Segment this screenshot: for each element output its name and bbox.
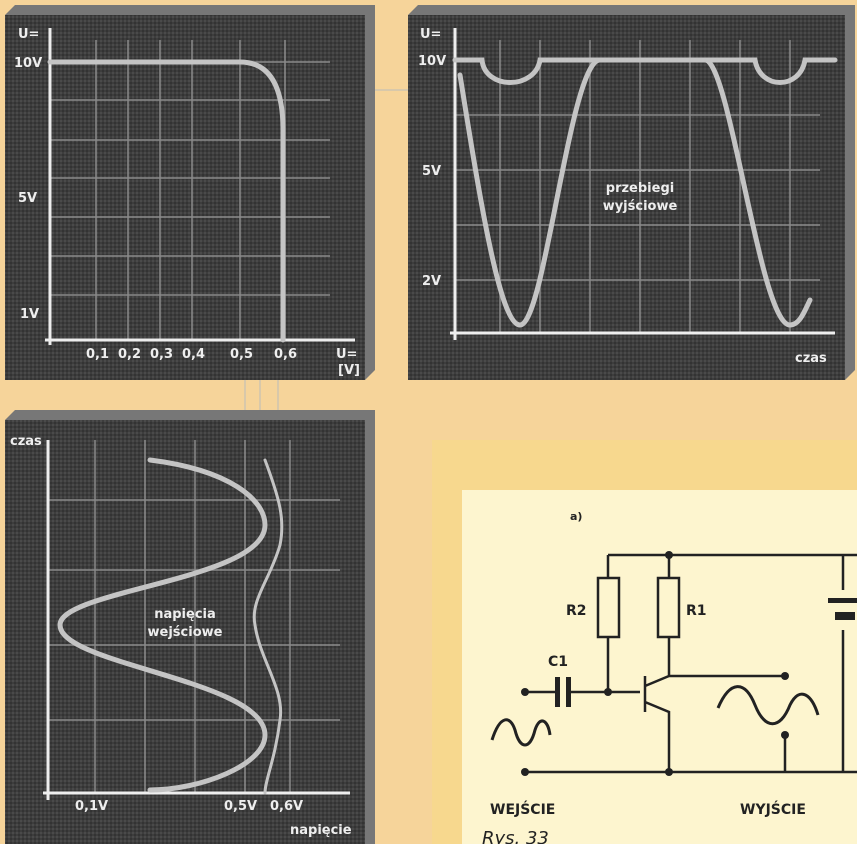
x-axis-unit: [V] [338, 363, 360, 378]
y-label: 10V [14, 56, 42, 71]
x-label: 0,5V [224, 799, 257, 814]
caption: napięcia [154, 607, 216, 622]
x-axis-label: U= [336, 347, 357, 362]
output-label: WYJŚCIE [740, 800, 806, 818]
y-label: 10V [418, 54, 446, 69]
y-axis-label: czas [10, 434, 42, 449]
x-axis-label: czas [795, 351, 827, 366]
x-label: 0,3 [150, 347, 173, 362]
y-label: 2V [422, 274, 441, 289]
input-label: WEJŚCIE [490, 800, 555, 818]
caption: przebiegi [606, 181, 674, 196]
y-axis-label: U= [420, 27, 441, 42]
caption: wejściowe [148, 625, 223, 640]
circuit-label: a) [570, 510, 582, 523]
resistor-label: R2 [566, 603, 587, 619]
x-label: 0,2 [118, 347, 141, 362]
resistor-label: R1 [686, 603, 707, 619]
y-label: 5V [422, 164, 441, 179]
caption: wyjściowe [603, 199, 678, 214]
x-label: 0,1V [75, 799, 108, 814]
x-label: 0,6V [270, 799, 303, 814]
panel-2: U= 10V 5V 2V przebiegi wyjściowe czas [408, 5, 855, 380]
x-label: 0,6 [274, 347, 297, 362]
x-label: 0,1 [86, 347, 109, 362]
x-axis-label: napięcie [290, 823, 352, 838]
y-label: 1V [20, 307, 39, 322]
figure-caption: Rys. 33 [482, 828, 549, 844]
x-label: 0,5 [230, 347, 253, 362]
figure: U= 10V 5V 1V 0,1 0,2 0,3 0,4 0,5 0,6 U= … [0, 0, 857, 844]
panel-3: czas napięcia wejściowe 0,1V 0,5V 0,6V n… [5, 410, 375, 844]
x-label: 0,4 [182, 347, 205, 362]
capacitor-label: C1 [548, 654, 568, 670]
circuit: a) R2 R1 C1 WEJŚCIE WYJŚCIE Rys. 33 [432, 440, 857, 844]
y-label: 5V [18, 191, 37, 206]
panel-1: U= 10V 5V 1V 0,1 0,2 0,3 0,4 0,5 0,6 U= … [5, 5, 375, 380]
y-axis-label: U= [18, 27, 39, 42]
